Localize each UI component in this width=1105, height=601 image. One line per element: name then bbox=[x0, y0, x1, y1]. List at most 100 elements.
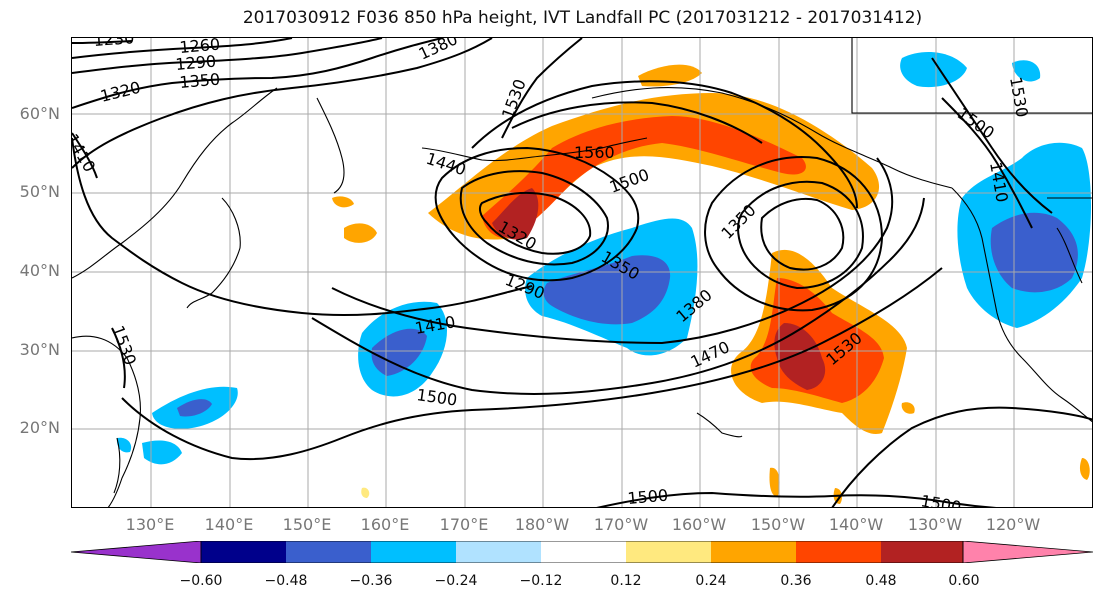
contour-1470 bbox=[331, 157, 894, 345]
map-canvas: 1230 1260 1290 1320 1350 1380 1410 1440 … bbox=[72, 38, 1092, 508]
colorbar-segment-1 bbox=[201, 541, 286, 563]
contour-label-1350: 1350 bbox=[179, 70, 221, 92]
contour-1500-south bbox=[311, 197, 925, 395]
lon-label-130w: 130°W bbox=[907, 515, 963, 534]
positive-ivt-small-6 bbox=[901, 402, 915, 414]
lon-label-170w: 170°W bbox=[593, 515, 649, 534]
lon-label-180w: 180°W bbox=[514, 515, 570, 534]
negative-ivt-northeast-light bbox=[900, 52, 967, 88]
coastline-hudson-box bbox=[851, 38, 1092, 114]
positive-ivt-band-red-core bbox=[482, 116, 806, 238]
positive-ivt-small-2 bbox=[332, 196, 354, 208]
colorbar-outline bbox=[200, 541, 964, 563]
colorbar-tick-012: 0.12 bbox=[610, 573, 642, 589]
lat-label-20n: 20°N bbox=[19, 418, 60, 437]
contour-1410-east-ring bbox=[704, 156, 884, 312]
contour-label-1500-bottom: 1500 bbox=[627, 486, 669, 508]
contour-low-ring-2 bbox=[459, 170, 609, 266]
contour-1500-east bbox=[941, 97, 1033, 229]
colorbar bbox=[71, 541, 1093, 563]
colorbar-tick-minus-012: −0.12 bbox=[519, 573, 563, 589]
figure-title: 2017030912 F036 850 hPa height, IVT Land… bbox=[242, 8, 923, 28]
lon-label-140e: 140°E bbox=[204, 515, 254, 534]
negative-ivt-small-west bbox=[116, 437, 132, 453]
positive-ivt-small-5 bbox=[1079, 458, 1090, 480]
coastline-japan bbox=[186, 197, 241, 309]
colorbar-tick-minus-036: −0.36 bbox=[349, 573, 393, 589]
colorbar-segment-9 bbox=[881, 541, 963, 563]
lat-label-50n: 50°N bbox=[19, 182, 60, 201]
contour-1410 bbox=[72, 137, 533, 317]
colorbar-segment-7 bbox=[711, 541, 796, 563]
colorbar-segment-over bbox=[962, 541, 1093, 563]
contour-1260 bbox=[72, 38, 293, 59]
negative-ivt-southwest-blue bbox=[177, 399, 212, 417]
colorbar-segment-5 bbox=[541, 541, 626, 563]
colorbar-tick-024: 0.24 bbox=[695, 573, 727, 589]
contour-label-1500-east: 1500 bbox=[954, 104, 998, 143]
contour-label-1320: 1320 bbox=[98, 78, 142, 106]
lat-label-40n: 40°N bbox=[19, 261, 60, 280]
coastline-china bbox=[72, 335, 141, 507]
contour-label-1290: 1290 bbox=[175, 52, 217, 74]
lon-label-150w: 150°W bbox=[750, 515, 806, 534]
contour-1290 bbox=[72, 38, 383, 74]
colorbar-segment-8 bbox=[796, 541, 881, 563]
contour-1410-west-edge bbox=[72, 132, 98, 179]
contour-label-1530-ridge: 1530 bbox=[498, 77, 530, 122]
colorbar-segment-2 bbox=[286, 541, 371, 563]
contour-1530-south bbox=[121, 267, 943, 461]
coastline-canada-west bbox=[951, 187, 1023, 359]
contour-1350 bbox=[72, 38, 493, 169]
contour-label-1530-west: 1530 bbox=[108, 323, 140, 368]
positive-ivt-yellow-edge bbox=[361, 487, 370, 498]
contour-label-1470: 1470 bbox=[688, 337, 733, 371]
contour-label-1260: 1260 bbox=[179, 38, 221, 57]
lon-label-160e: 160°E bbox=[360, 515, 410, 534]
positive-ivt-band-dark-core bbox=[492, 188, 539, 240]
colorbar-tick-minus-024: −0.24 bbox=[434, 573, 478, 589]
coastline-philippines bbox=[113, 437, 121, 494]
colorbar-tick-minus-060: −0.60 bbox=[179, 573, 223, 589]
contour-1230 bbox=[72, 40, 133, 44]
contour-label-1410-west: 1410 bbox=[72, 131, 99, 176]
lon-label-150e: 150°E bbox=[282, 515, 332, 534]
negative-ivt-small-southwest bbox=[142, 440, 182, 465]
contour-1560 bbox=[511, 101, 763, 144]
coastline-hawaii bbox=[696, 412, 743, 438]
contour-1320 bbox=[72, 38, 443, 109]
colorbar-segment-4 bbox=[456, 541, 541, 563]
colorbar-tick-060: 0.60 bbox=[948, 573, 980, 589]
height-contours bbox=[72, 38, 1092, 507]
colorbar-tick-048: 0.48 bbox=[865, 573, 897, 589]
contour-label-1230: 1230 bbox=[93, 38, 135, 50]
colorbar-segment-under bbox=[71, 541, 202, 563]
contour-label-1500-bottom-east: 1500 bbox=[919, 491, 962, 508]
contour-1380-east-ring bbox=[737, 180, 864, 290]
coastline-usa-east bbox=[1056, 227, 1083, 284]
contour-1530-west-edge bbox=[111, 327, 126, 389]
positive-ivt-southeast-darkred bbox=[774, 323, 826, 390]
contour-1530-ridge bbox=[501, 38, 583, 139]
map-panel: 1230 1260 1290 1320 1350 1380 1410 1440 … bbox=[71, 37, 1093, 508]
coastlines bbox=[72, 38, 1092, 507]
contour-1530-southeast bbox=[831, 406, 1092, 507]
coastline-aleutians bbox=[421, 137, 648, 162]
contour-1500-bottom bbox=[596, 491, 997, 507]
coastline-kamchatka bbox=[316, 97, 345, 194]
negative-ivt-northeast-small bbox=[1012, 60, 1041, 82]
contour-1350-east-low bbox=[760, 198, 845, 271]
colorbar-tick-minus-048: −0.48 bbox=[264, 573, 308, 589]
contour-label-1500-south: 1500 bbox=[415, 385, 458, 409]
positive-ivt-small-3 bbox=[769, 467, 780, 497]
lon-label-130e: 130°E bbox=[125, 515, 175, 534]
lon-label-120w: 120°W bbox=[985, 515, 1041, 534]
contour-label-1560: 1560 bbox=[574, 143, 615, 162]
coastline-asia-east bbox=[72, 87, 278, 279]
contour-1440-low bbox=[434, 146, 640, 282]
contour-1530-east bbox=[931, 57, 1053, 214]
coastline-alaska bbox=[591, 87, 953, 189]
colorbar-segment-3 bbox=[371, 541, 456, 563]
contour-label-1380: 1380 bbox=[416, 38, 461, 64]
lat-label-60n: 60°N bbox=[19, 104, 60, 123]
